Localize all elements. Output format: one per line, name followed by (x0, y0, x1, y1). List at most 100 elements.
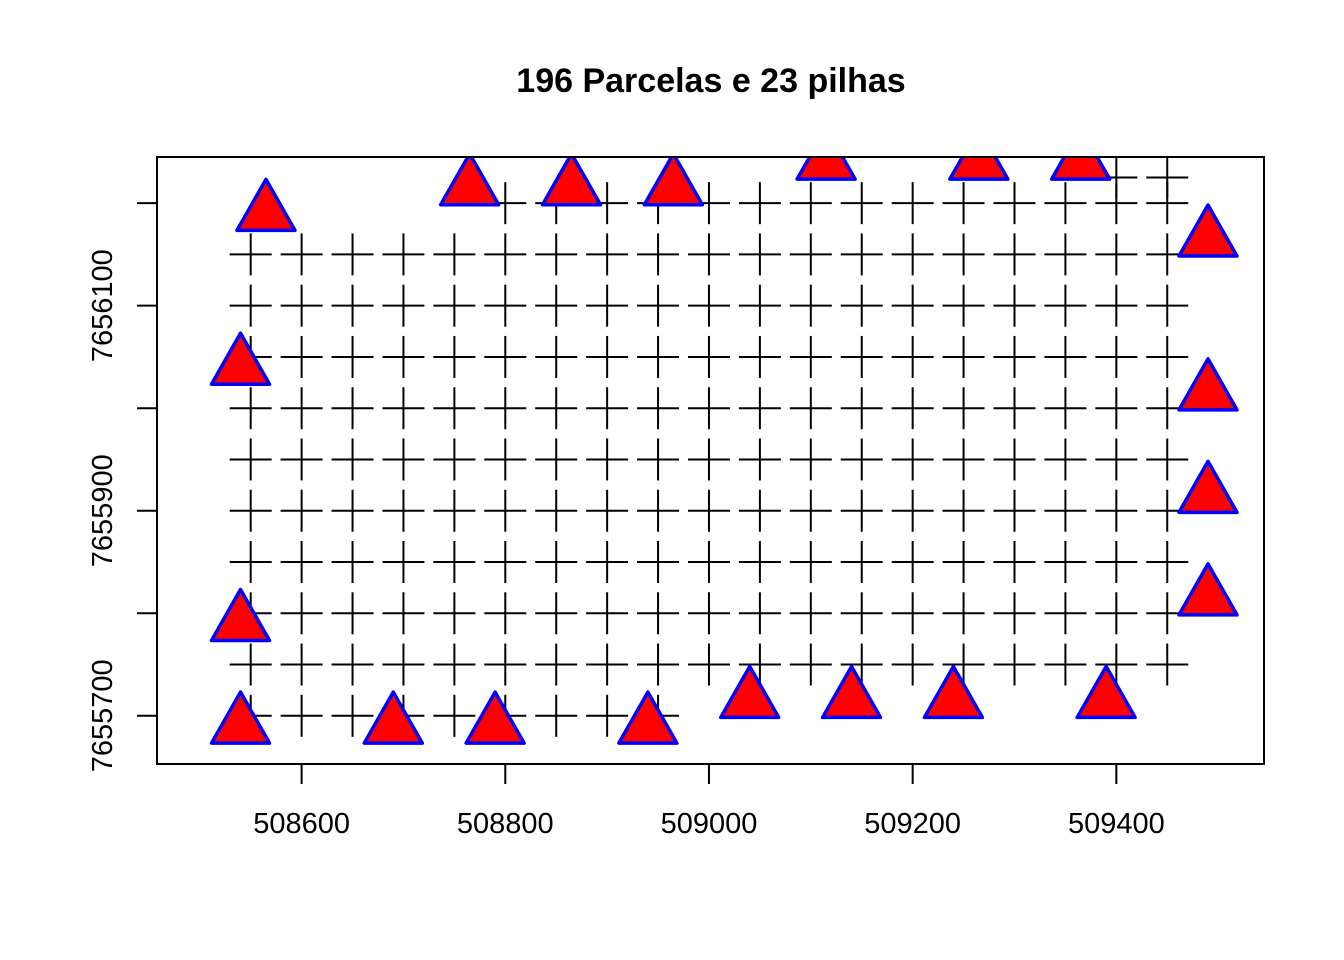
parcela-point (687, 284, 730, 327)
parcela-point (789, 541, 832, 584)
parcela-point (738, 592, 781, 635)
x-tick-label: 508800 (457, 808, 554, 840)
parcela-point (229, 438, 272, 481)
parcela-point (433, 694, 476, 737)
plot-frame (156, 156, 1265, 765)
parcela-point (687, 541, 730, 584)
parcela-point (942, 335, 985, 378)
parcela-point (331, 284, 374, 327)
parcela-point (535, 438, 578, 481)
parcela-point (331, 541, 374, 584)
parcela-point (840, 438, 883, 481)
parcela-point (1044, 284, 1087, 327)
parcela-point (1044, 387, 1087, 430)
parcela-point (687, 643, 730, 686)
parcela-point (484, 233, 527, 276)
parcela-point (738, 541, 781, 584)
parcela-point (382, 387, 425, 430)
parcela-point (433, 592, 476, 635)
parcela-point (331, 335, 374, 378)
parcela-point (993, 643, 1036, 686)
parcela-point (433, 335, 476, 378)
parcela-point (229, 541, 272, 584)
parcela-point (1044, 182, 1087, 225)
parcela-point (637, 592, 680, 635)
parcela-point (687, 489, 730, 532)
parcela-point (1095, 592, 1138, 635)
parcela-point (535, 335, 578, 378)
parcela-point (1095, 335, 1138, 378)
parcela-point (840, 643, 883, 686)
parcela-point (637, 335, 680, 378)
x-tick-label: 508600 (253, 808, 350, 840)
parcela-point (280, 643, 323, 686)
parcela-point (1044, 438, 1087, 481)
parcela-point (637, 489, 680, 532)
parcela-point (484, 387, 527, 430)
parcela-point (840, 387, 883, 430)
parcela-point (789, 387, 832, 430)
parcela-point (1146, 335, 1189, 378)
parcela-point (789, 284, 832, 327)
parcela-point (280, 284, 323, 327)
pilha-point (795, 157, 857, 181)
parcela-point (687, 335, 730, 378)
parcela-point (229, 284, 272, 327)
parcela-point (433, 643, 476, 686)
parcela-point (331, 489, 374, 532)
parcela-point (891, 643, 934, 686)
parcela-point (1044, 643, 1087, 686)
parcela-point (1146, 643, 1189, 686)
parcela-point (738, 335, 781, 378)
pilha-point (948, 157, 1010, 181)
parcela-point (586, 694, 629, 737)
parcela-point (840, 182, 883, 225)
parcela-point (586, 233, 629, 276)
parcela-point (993, 541, 1036, 584)
parcela-point (687, 387, 730, 430)
parcela-point (331, 387, 374, 430)
parcela-point (840, 489, 883, 532)
parcela-point (229, 387, 272, 430)
parcela-point (1044, 592, 1087, 635)
parcela-point (433, 489, 476, 532)
parcela-point (637, 233, 680, 276)
parcela-point (484, 489, 527, 532)
parcela-point (738, 182, 781, 225)
parcela-point (687, 592, 730, 635)
parcela-point (993, 182, 1036, 225)
pilha-point (235, 177, 297, 233)
parcela-point (1044, 489, 1087, 532)
parcela-point (1095, 233, 1138, 276)
parcela-point (586, 387, 629, 430)
parcela-point (1044, 335, 1087, 378)
parcela-point (433, 233, 476, 276)
parcela-point (993, 489, 1036, 532)
parcela-point (382, 335, 425, 378)
parcela-point (586, 643, 629, 686)
parcela-point (382, 541, 425, 584)
parcela-point (586, 541, 629, 584)
parcela-point (586, 284, 629, 327)
parcela-point (789, 489, 832, 532)
parcela-point (637, 643, 680, 686)
parcela-point (738, 233, 781, 276)
parcela-point (331, 643, 374, 686)
pilha-point (1177, 562, 1239, 617)
pilha-point (438, 157, 501, 207)
parcela-point (280, 233, 323, 276)
pilha-point (1177, 357, 1239, 412)
parcela-point (382, 233, 425, 276)
parcela-point (382, 438, 425, 481)
parcela-point (280, 335, 323, 378)
parcela-point (1095, 284, 1138, 327)
parcela-point (738, 438, 781, 481)
pilha-point (1177, 203, 1239, 258)
parcela-point (280, 541, 323, 584)
parcela-point (586, 438, 629, 481)
parcela-point (433, 284, 476, 327)
parcela-point (484, 643, 527, 686)
parcela-point (535, 489, 578, 532)
parcela-point (942, 489, 985, 532)
